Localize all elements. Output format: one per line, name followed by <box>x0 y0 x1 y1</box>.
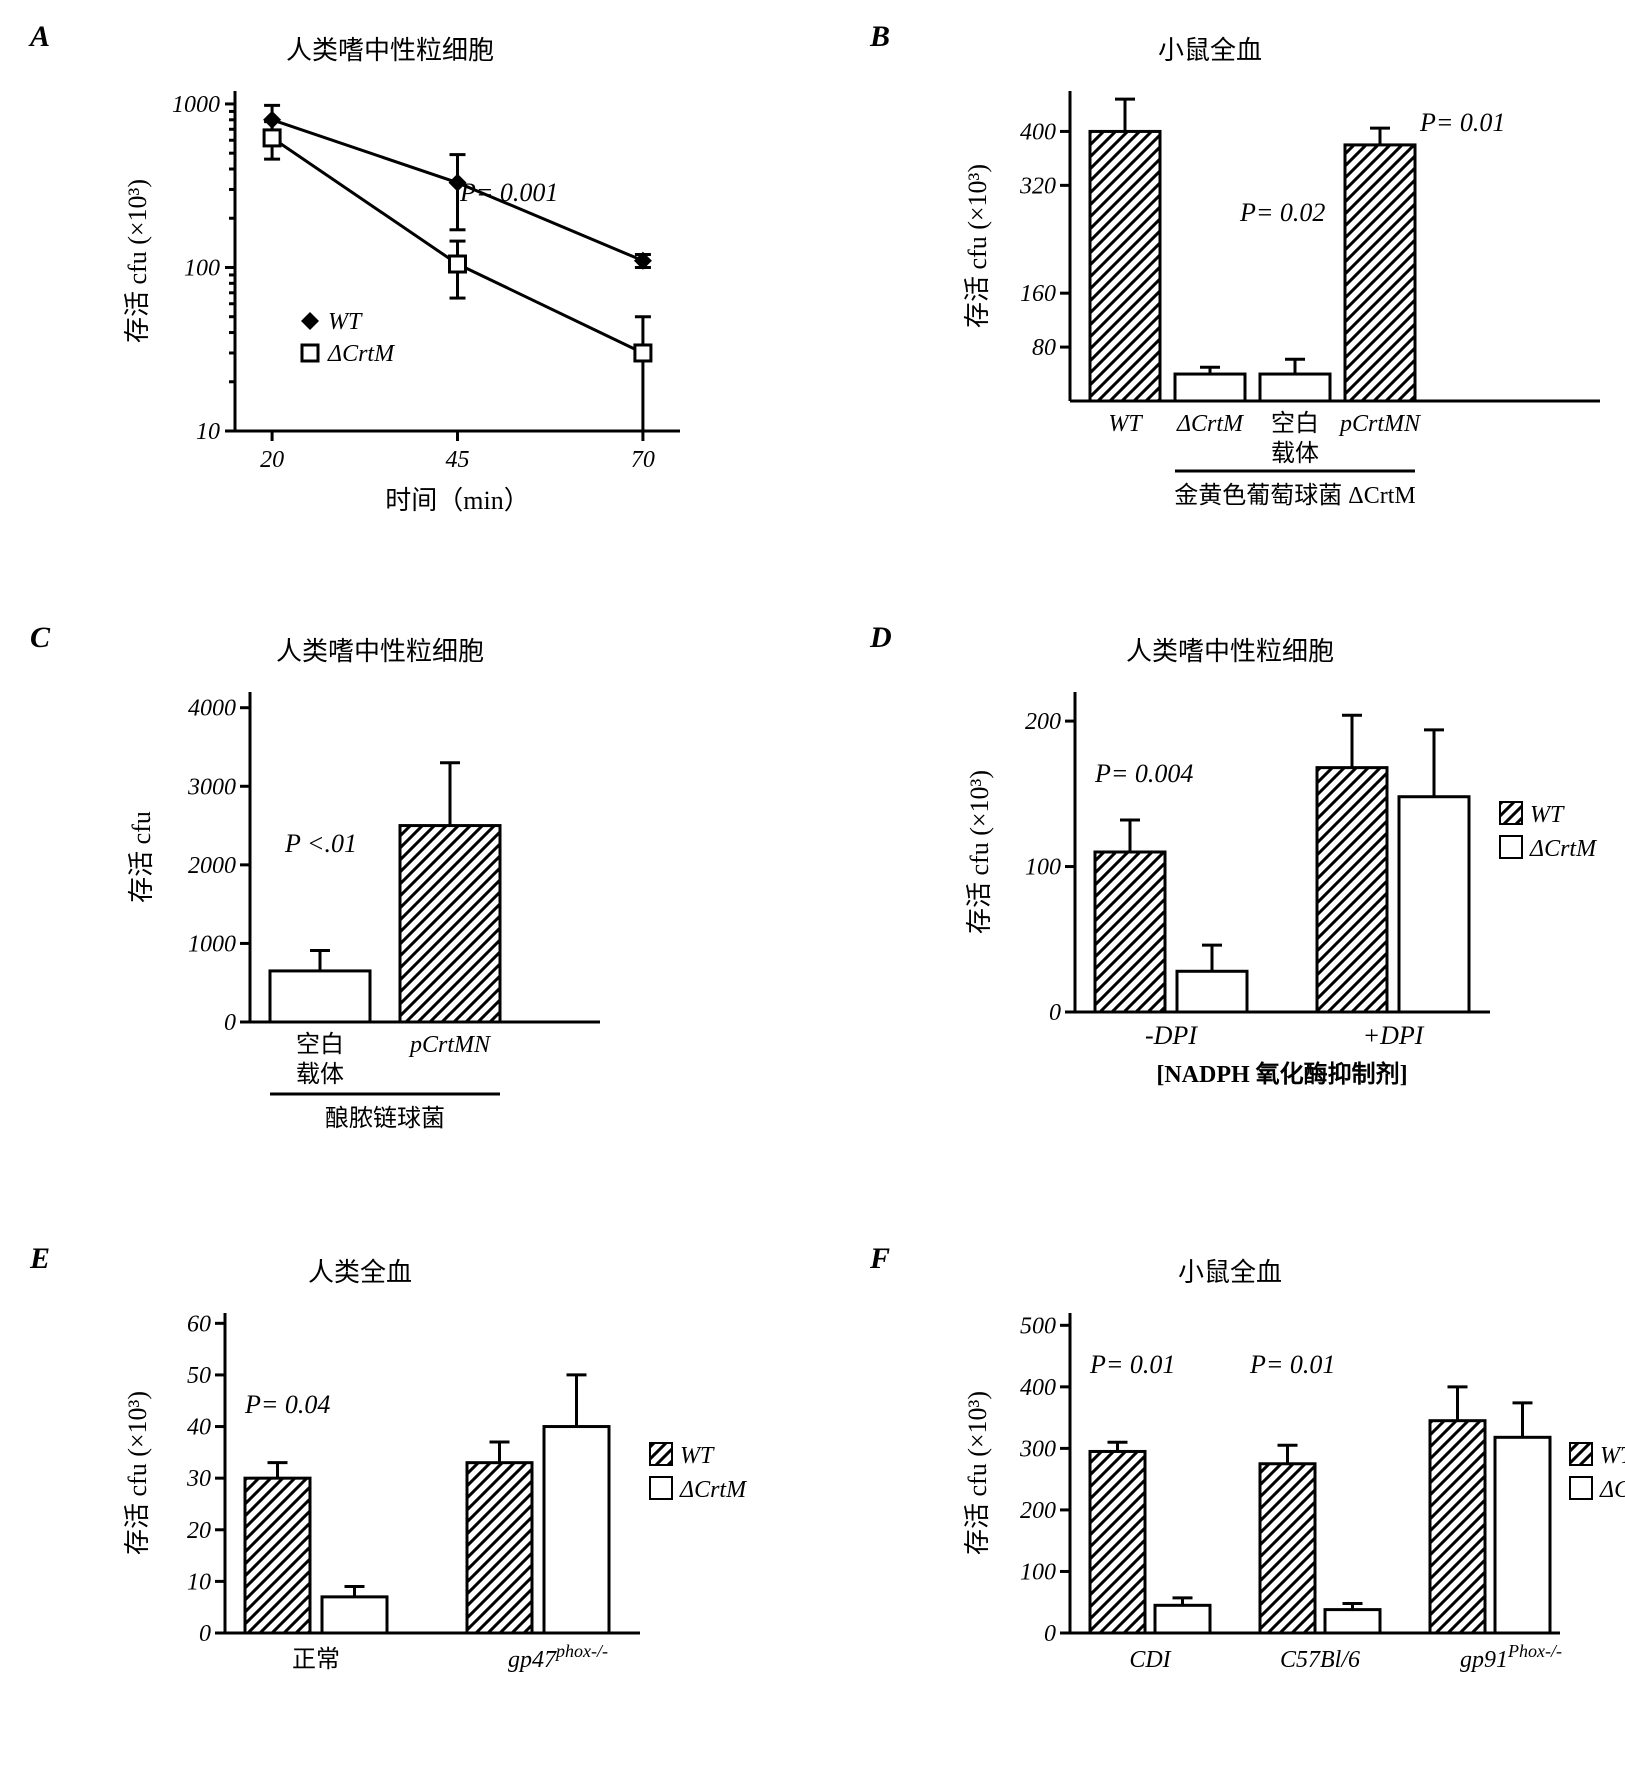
svg-text:P= 0.004: P= 0.004 <box>1094 759 1193 788</box>
panel-label-D: D <box>870 621 892 655</box>
svg-text:20: 20 <box>260 447 284 473</box>
svg-text:空白: 空白 <box>1271 410 1319 437</box>
svg-text:CDI: CDI <box>1129 1647 1171 1673</box>
panel-B: B 小鼠全血 80 160 320 400 WT ΔCrtM 空白载体 pCrtMN P= 0.… <box>860 20 1625 571</box>
svg-text:10: 10 <box>196 419 220 445</box>
svg-text:P <.01: P <.01 <box>284 829 357 858</box>
svg-text:gp91Phox-/-: gp91Phox-/- <box>1460 1641 1562 1673</box>
svg-text:320: 320 <box>1019 173 1056 199</box>
panel-D: D 人类嗜中性粒细胞 0 100 200 -DPI +DPI [NADPH 氧化酶抑制剂]… <box>860 621 1625 1192</box>
svg-text:存活 cfu (×10³): 存活 cfu (×10³) <box>963 1391 992 1555</box>
panel-label-E: E <box>30 1242 50 1276</box>
svg-text:P= 0.02: P= 0.02 <box>1239 198 1325 227</box>
svg-text:pCrtMN: pCrtMN <box>1338 411 1422 437</box>
svg-text:4000: 4000 <box>188 696 236 722</box>
svg-text:100: 100 <box>184 255 220 281</box>
panel-E: E 人类全血 0 10 20 30 40 50 60 正常 gp47phox-/- P= 0.04… <box>20 1242 820 1733</box>
svg-text:WT: WT <box>680 1443 715 1469</box>
svg-text:存活 cfu: 存活 cfu <box>127 811 156 903</box>
svg-text:400: 400 <box>1020 1375 1056 1401</box>
svg-text:C57Bl/6: C57Bl/6 <box>1280 1647 1360 1673</box>
svg-text:70: 70 <box>631 447 655 473</box>
svg-text:P= 0.01: P= 0.01 <box>1249 1350 1335 1379</box>
svg-text:500: 500 <box>1020 1313 1056 1339</box>
svg-text:100: 100 <box>1025 855 1061 881</box>
svg-text:时间（min）: 时间（min） <box>385 486 529 515</box>
svg-text:ΔCrtM: ΔCrtM <box>1599 1477 1625 1503</box>
svg-text:10: 10 <box>187 1569 211 1595</box>
svg-text:1000: 1000 <box>188 931 236 957</box>
svg-text:1000: 1000 <box>172 92 220 118</box>
svg-text:20: 20 <box>187 1518 211 1544</box>
svg-text:0: 0 <box>199 1621 211 1647</box>
svg-text:正常: 正常 <box>292 1646 340 1673</box>
svg-text:载体: 载体 <box>296 1061 344 1088</box>
svg-text:200: 200 <box>1020 1498 1056 1524</box>
svg-text:2000: 2000 <box>188 853 236 879</box>
svg-text:P= 0.01: P= 0.01 <box>1419 108 1505 137</box>
svg-text:100: 100 <box>1020 1559 1056 1585</box>
svg-text:80: 80 <box>1032 335 1056 361</box>
svg-text:50: 50 <box>187 1363 211 1389</box>
svg-text:金黄色葡萄球菌 ΔCrtM: 金黄色葡萄球菌 ΔCrtM <box>1174 482 1415 509</box>
svg-text:[NADPH 氧化酶抑制剂]: [NADPH 氧化酶抑制剂] <box>1156 1060 1407 1088</box>
panel-F: F 小鼠全血 0 100 200 300 400 500 CDI C57Bl/6 gp91Pho… <box>860 1242 1625 1733</box>
svg-text:gp47phox-/-: gp47phox-/- <box>508 1641 608 1673</box>
panel-D-chart: 0 100 200 -DPI +DPI [NADPH 氧化酶抑制剂] P= 0.004 WT Δ… <box>960 672 1625 1152</box>
svg-text:WT: WT <box>1530 802 1565 828</box>
svg-text:空白: 空白 <box>296 1031 344 1058</box>
panel-F-chart: 0 100 200 300 400 500 CDI C57Bl/6 gp91Phox-/- P= … <box>960 1293 1625 1733</box>
panel-label-C: C <box>30 621 50 655</box>
svg-text:载体: 载体 <box>1271 440 1319 467</box>
panel-label-F: F <box>870 1242 890 1276</box>
svg-text:P= 0.04: P= 0.04 <box>244 1390 330 1419</box>
svg-text:+DPI: +DPI <box>1363 1021 1425 1050</box>
svg-text:P= 0.001: P= 0.001 <box>459 178 558 207</box>
panel-B-title: 小鼠全血 <box>1000 30 1420 67</box>
svg-text:60: 60 <box>187 1311 211 1337</box>
svg-text:45: 45 <box>446 447 470 473</box>
panel-A-title: 人类嗜中性粒细胞 <box>180 30 600 67</box>
svg-text:pCrtMN: pCrtMN <box>408 1032 492 1058</box>
svg-text:WT: WT <box>1108 411 1143 437</box>
svg-text:ΔCrtM: ΔCrtM <box>327 341 396 367</box>
panel-A-chart: 10 100 1000 20 45 70 P= 0.001 WT ΔCrtM 时间（min） 存活 … <box>120 71 760 531</box>
panel-C: C 人类嗜中性粒细胞 0 1000 2000 3000 4000 空白载体 pCrtMN P … <box>20 621 820 1192</box>
svg-text:存活 cfu (×10³): 存活 cfu (×10³) <box>123 1391 152 1555</box>
panel-label-B: B <box>870 20 890 54</box>
svg-text:ΔCrtM: ΔCrtM <box>679 1477 748 1503</box>
panel-F-title: 小鼠全血 <box>1020 1252 1440 1289</box>
svg-text:0: 0 <box>1049 1000 1061 1026</box>
svg-text:200: 200 <box>1025 709 1061 735</box>
svg-text:存活 cfu (×10³): 存活 cfu (×10³) <box>963 164 992 328</box>
svg-text:3000: 3000 <box>187 774 236 800</box>
panel-A: A 人类嗜中性粒细胞 10 100 1000 20 45 70 P= 0.001 WT ΔCrt… <box>20 20 820 571</box>
svg-text:300: 300 <box>1019 1436 1056 1462</box>
svg-text:160: 160 <box>1020 281 1056 307</box>
svg-text:存活 cfu (×10³): 存活 cfu (×10³) <box>965 770 994 934</box>
svg-text:ΔCrtM: ΔCrtM <box>1529 836 1598 862</box>
svg-text:-DPI: -DPI <box>1145 1021 1198 1050</box>
svg-text:30: 30 <box>186 1466 211 1492</box>
svg-text:0: 0 <box>1044 1621 1056 1647</box>
svg-text:酿脓链球菌: 酿脓链球菌 <box>325 1105 445 1132</box>
panel-C-chart: 0 1000 2000 3000 4000 空白载体 pCrtMN P <.01 酿脓链球菌 存活… <box>120 672 720 1192</box>
panel-B-chart: 80 160 320 400 WT ΔCrtM 空白载体 pCrtMN P= 0.02 P= 0.… <box>960 71 1625 571</box>
svg-text:400: 400 <box>1020 119 1056 145</box>
svg-text:存活 cfu (×10³): 存活 cfu (×10³) <box>123 179 152 343</box>
panel-E-title: 人类全血 <box>180 1252 540 1289</box>
svg-text:P= 0.01: P= 0.01 <box>1089 1350 1175 1379</box>
figure-grid: A 人类嗜中性粒细胞 101001000204570P= 0.001WTΔCrt… <box>20 20 1605 1733</box>
panel-label-A: A <box>30 20 50 54</box>
svg-text:WT: WT <box>328 309 363 335</box>
svg-text:0: 0 <box>224 1010 236 1036</box>
svg-text:ΔCrtM: ΔCrtM <box>1176 411 1245 437</box>
svg-text:WT: WT <box>1600 1443 1625 1469</box>
panel-C-title: 人类嗜中性粒细胞 <box>200 631 560 668</box>
panel-E-chart: 0 10 20 30 40 50 60 正常 gp47phox-/- P= 0.04 WT ΔCrtM… <box>120 1293 820 1733</box>
svg-text:40: 40 <box>187 1415 211 1441</box>
panel-D-title: 人类嗜中性粒细胞 <box>1020 631 1440 668</box>
